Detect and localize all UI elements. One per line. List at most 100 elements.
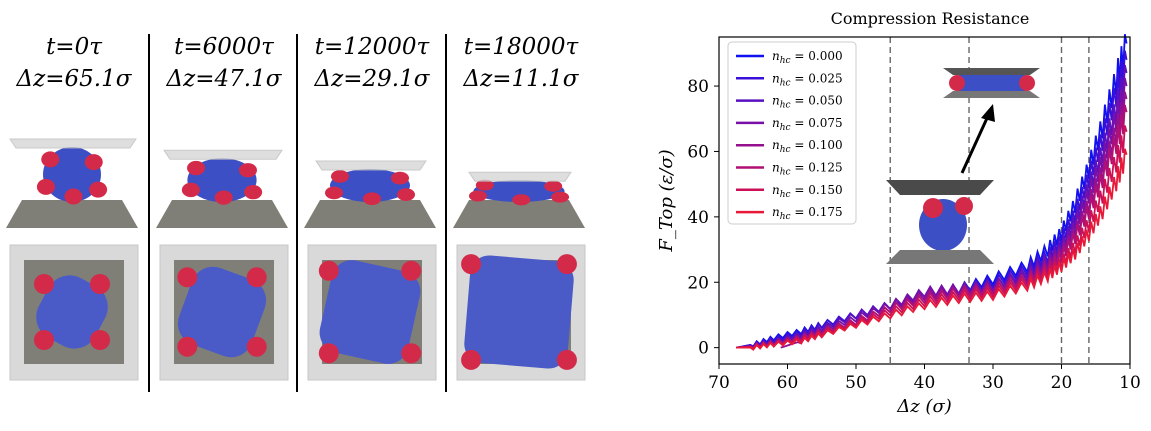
chart-svg: Compression Resistance 70 60 50 40 30 20 10 0 20… — [656, 9, 1141, 417]
snapshot-time-label: t=6000τ — [174, 34, 274, 60]
particle — [397, 188, 415, 201]
snapshot-time-label: t=18000τ — [463, 34, 579, 60]
column-divider — [296, 34, 298, 392]
legend-entry: nhc = 0.075 — [772, 116, 843, 133]
snapshot-dz-label: Δz=47.1σ — [166, 66, 282, 92]
snapshot-dz-label: Δz=11.1σ — [463, 66, 579, 92]
snapshot-column: t=6000τ Δz=47.1σ — [150, 0, 298, 427]
legend-entry: nhc = 0.050 — [772, 94, 843, 111]
top-view-vesicle — [464, 255, 574, 369]
particle — [214, 190, 233, 205]
inset-top-plate — [943, 68, 1040, 75]
bottom-plate — [453, 200, 585, 228]
top-view-particle — [90, 330, 110, 350]
top-plate — [315, 160, 427, 171]
bottom-plate — [6, 200, 138, 228]
top-plate — [163, 149, 283, 160]
series-line — [736, 125, 1128, 350]
particle — [64, 188, 83, 205]
top-view-vesicle — [36, 275, 108, 349]
series-line — [736, 77, 1128, 350]
legend-entry: nhc = 0.100 — [772, 138, 843, 155]
vesicle — [473, 180, 565, 202]
column-divider — [445, 34, 447, 392]
particle — [244, 184, 263, 200]
inset-top-plate — [886, 180, 994, 195]
snapshot-render — [304, 160, 437, 381]
legend-box — [727, 41, 857, 225]
particle — [181, 182, 200, 198]
top-view-particle — [318, 343, 339, 364]
x-tick-label: 20 — [1051, 373, 1073, 393]
vesicle — [330, 169, 410, 202]
snapshot-dz-label: Δz=29.1σ — [314, 66, 430, 92]
particle — [325, 186, 343, 200]
y-tick-label: 40 — [687, 208, 709, 228]
top-view-particle — [318, 260, 339, 281]
particle — [84, 154, 103, 171]
series-line — [736, 104, 1128, 350]
inset-particle — [923, 198, 943, 218]
compression-chart: Compression Resistance 70 60 50 40 30 20 10 0 20… — [600, 0, 1151, 427]
legend-entry: nhc = 0.175 — [772, 205, 843, 222]
top-view-particle — [246, 267, 267, 288]
top-view-particle — [401, 260, 422, 281]
inset-particle — [1019, 75, 1035, 91]
series-line — [736, 148, 1128, 351]
particle — [238, 163, 257, 178]
inset-particle — [955, 197, 973, 215]
particle — [468, 190, 487, 202]
legend-entry: nhc = 0.025 — [772, 71, 843, 88]
particle — [41, 151, 60, 168]
particle — [36, 178, 55, 195]
particle — [331, 170, 349, 183]
x-tick-label: 60 — [777, 373, 799, 393]
particle — [391, 171, 409, 185]
inset-particle — [949, 75, 965, 91]
snapshot-time-label: t=12000τ — [314, 34, 430, 60]
column-divider — [148, 34, 150, 392]
particle — [544, 180, 563, 192]
snapshot-render — [453, 171, 586, 381]
inset-vesicle — [952, 75, 1032, 91]
particle — [89, 181, 108, 198]
inset-arrow — [960, 115, 990, 174]
y-tick-label: 0 — [698, 339, 709, 359]
y-tick-label: 80 — [687, 77, 709, 97]
particle — [512, 194, 531, 206]
top-view-particle — [401, 343, 422, 364]
snapshot-column: t=0τ Δz=65.1σ — [0, 0, 148, 427]
x-tick-label: 10 — [1119, 373, 1141, 393]
snapshot-dz-label: Δz=65.1σ — [16, 66, 132, 92]
top-view-particle — [34, 274, 54, 294]
bottom-plate — [304, 200, 436, 228]
inset-bottom-plate — [886, 250, 994, 264]
legend-entry: nhc = 0.150 — [772, 183, 843, 200]
particle — [475, 179, 494, 191]
top-view-particle — [556, 254, 577, 275]
inset-bottom-plate — [943, 91, 1040, 98]
top-plate — [468, 171, 572, 182]
snapshot-time-label: t=0τ — [46, 34, 102, 60]
y-tick-label: 20 — [687, 273, 709, 293]
x-tick-label: 70 — [708, 373, 730, 393]
legend-entry: nhc = 0.125 — [772, 161, 843, 178]
top-view-particle — [556, 349, 577, 370]
particle — [187, 160, 206, 176]
x-axis-label: Δz (σ) — [896, 396, 952, 417]
top-view-particle — [461, 254, 482, 275]
bottom-plate — [156, 200, 288, 228]
snapshot-column: t=18000τ Δz=11.1σ — [447, 0, 595, 427]
top-view-vesicle — [177, 266, 267, 358]
legend-entry: nhc = 0.000 — [772, 49, 843, 66]
top-view-particle — [177, 336, 198, 357]
particle — [551, 191, 570, 203]
chart-title: Compression Resistance — [831, 9, 1030, 28]
top-view-particle — [246, 336, 267, 357]
x-tick-label: 30 — [982, 373, 1004, 393]
top-view-particle — [461, 349, 482, 370]
snapshot-render — [6, 138, 139, 381]
top-plate — [9, 138, 137, 149]
top-view-vesicle — [319, 260, 421, 364]
top-view-particle — [90, 274, 110, 294]
